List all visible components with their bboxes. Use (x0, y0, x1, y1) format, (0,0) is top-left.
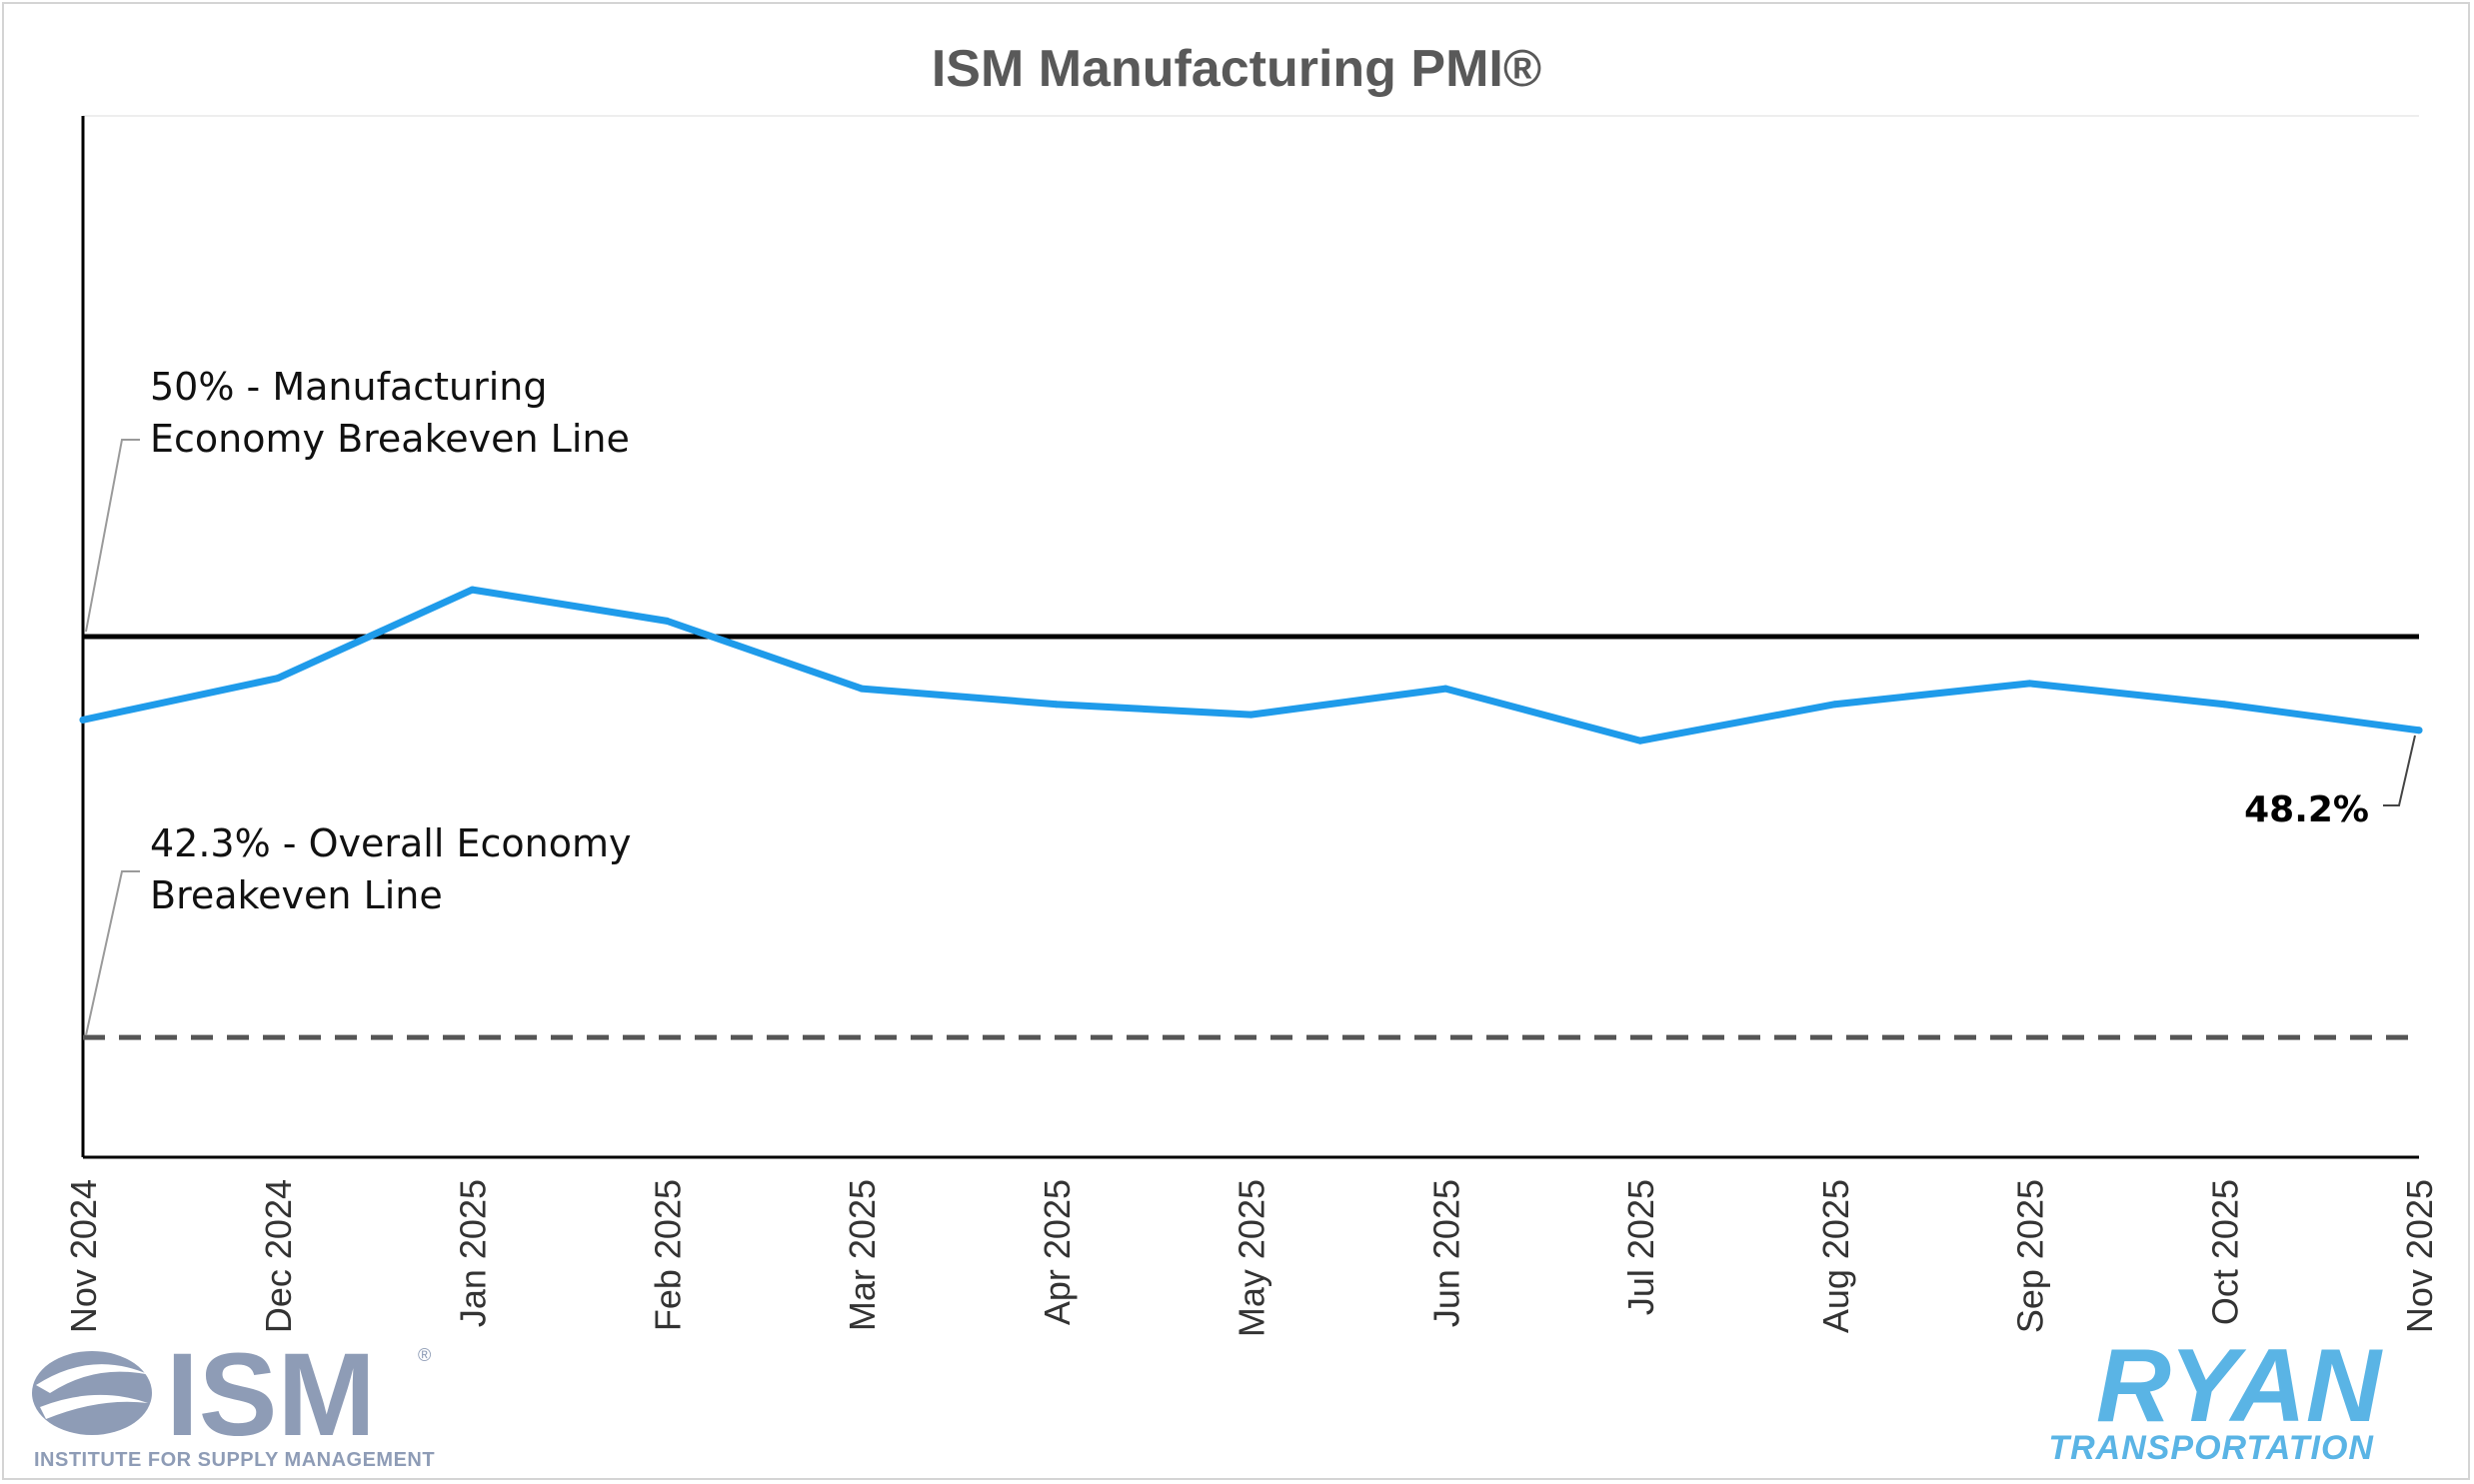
pmi-series (79, 586, 2423, 744)
ryan-transportation-logo: RYAN TRANSPORTATION (2048, 1328, 2383, 1467)
data-point-apr-2025 (1053, 701, 1061, 709)
ism-logo: ISM ® INSTITUTE FOR SUPPLY MANAGEMENT (32, 1329, 435, 1471)
last-value-label: 48.2% (2244, 789, 2369, 830)
x-tick-jan-2025: Jan 2025 (453, 1179, 494, 1327)
ism-swoosh-icon (32, 1351, 152, 1435)
ism-logo-text: ISM (166, 1329, 376, 1461)
last-value-leader (2383, 735, 2416, 806)
data-point-feb-2025 (663, 617, 671, 625)
x-tick-nov-2025: Nov 2025 (2399, 1179, 2440, 1333)
data-point-nov-2024 (79, 716, 87, 724)
x-tick-nov-2024: Nov 2024 (63, 1179, 104, 1333)
data-point-nov-2025 (2415, 727, 2423, 735)
ryan-logo-text: RYAN (2096, 1328, 2383, 1444)
last-value-callout: 48.2% (2244, 735, 2416, 830)
x-tick-jul-2025: Jul 2025 (1620, 1179, 1661, 1315)
x-tick-may-2025: May 2025 (1232, 1179, 1272, 1337)
overall-breakeven-label-line1: 42.3% - Overall Economy (150, 821, 631, 865)
manufacturing-breakeven-label-line1: 50% - Manufacturing (150, 365, 548, 409)
data-point-jun-2025 (1441, 685, 1449, 693)
data-point-mar-2025 (858, 685, 866, 693)
x-tick-mar-2025: Mar 2025 (842, 1179, 883, 1331)
reference-lines (83, 634, 2419, 1040)
reference-annotations: 50% - Manufacturing Economy Breakeven Li… (85, 365, 631, 1036)
x-tick-dec-2024: Dec 2024 (258, 1179, 299, 1333)
overall-breakeven-label-line2: Breakeven Line (150, 873, 443, 917)
data-point-jul-2025 (1636, 737, 1644, 744)
x-tick-oct-2025: Oct 2025 (2204, 1179, 2245, 1325)
manufacturing-breakeven-leader (85, 439, 140, 633)
data-point-jan-2025 (469, 586, 476, 594)
x-tick-aug-2025: Aug 2025 (1815, 1179, 1856, 1333)
ism-logo-subtitle: INSTITUTE FOR SUPPLY MANAGEMENT (34, 1449, 435, 1471)
x-tick-apr-2025: Apr 2025 (1037, 1179, 1078, 1325)
x-tick-jun-2025: Jun 2025 (1425, 1179, 1466, 1327)
ism-registered-mark: ® (418, 1345, 431, 1365)
data-point-may-2025 (1247, 711, 1254, 719)
x-tick-labels: Nov 2024 Dec 2024 Jan 2025 Feb 2025 Mar 2025… (63, 1179, 2440, 1337)
x-tick-sep-2025: Sep 2025 (2010, 1179, 2051, 1333)
data-point-sep-2025 (2026, 680, 2033, 688)
data-point-aug-2025 (1831, 701, 1839, 709)
data-point-dec-2024 (274, 675, 282, 683)
chart-title: ISM Manufacturing PMI® (932, 40, 1541, 98)
manufacturing-breakeven-label-line2: Economy Breakeven Line (150, 417, 630, 461)
ryan-logo-subtitle: TRANSPORTATION (2048, 1429, 2374, 1467)
overall-breakeven-leader (85, 870, 140, 1036)
data-point-oct-2025 (2220, 701, 2228, 709)
x-tick-feb-2025: Feb 2025 (647, 1179, 688, 1331)
